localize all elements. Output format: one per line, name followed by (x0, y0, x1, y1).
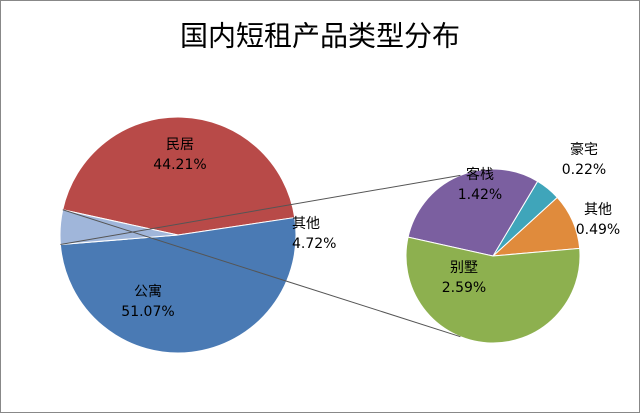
slice-label: 其他 (292, 216, 320, 232)
slice-value-label: 51.07% (121, 304, 174, 320)
pie-slice (62, 116, 296, 236)
slice-label: 客栈 (466, 166, 494, 183)
slice-label: 民居 (166, 137, 194, 153)
slice-value-label: 0.22% (562, 162, 606, 178)
slice-value-label: 4.72% (292, 236, 336, 252)
slice-value-label: 0.49% (576, 222, 620, 238)
slice-label: 别墅 (450, 260, 478, 276)
connector-line (62, 209, 461, 338)
connector-line (60, 174, 461, 246)
slice-value-label: 44.21% (153, 157, 206, 173)
slice-label: 豪宅 (570, 142, 598, 158)
slice-value-label: 2.59% (442, 280, 486, 296)
chart-title: 国内短租产品类型分布 (180, 20, 460, 53)
slice-label: 公寓 (134, 283, 162, 300)
slice-label: 其他 (584, 202, 612, 218)
pie-slice (59, 216, 297, 354)
slice-value-label: 1.42% (458, 187, 502, 203)
pie-slice (405, 236, 581, 344)
